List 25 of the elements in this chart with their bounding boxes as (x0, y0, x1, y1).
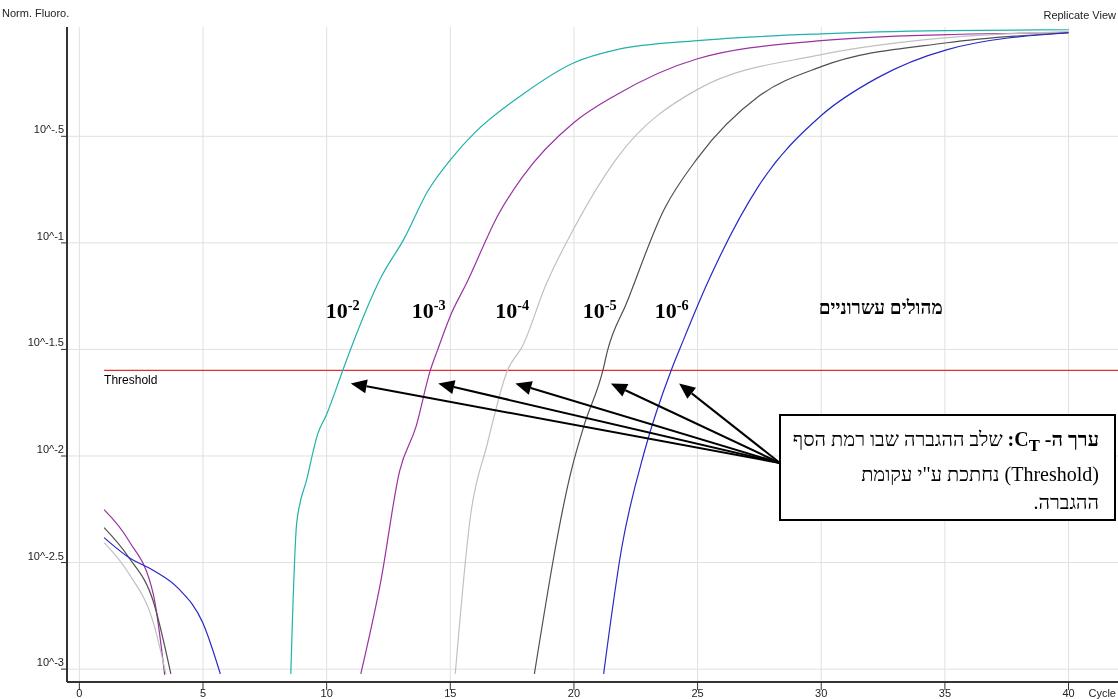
series-label: 10$^{-4}$ (495, 297, 530, 323)
x-tick-label: 20 (567, 687, 581, 699)
y-tick-label: 10^-1.5 (27, 336, 64, 349)
x-tick-label: 35 (938, 687, 952, 699)
x-tick-label: 40 (1062, 687, 1075, 699)
x-tick-label: 10 (320, 687, 333, 699)
x-tick-label: 5 (199, 687, 207, 699)
x-tick-label: 0 (76, 687, 83, 699)
y-tick-label: 10^-2.5 (27, 549, 64, 562)
y-axis-title: Norm. Fluoro. (2, 7, 70, 19)
series-label: 10$^{-3}$ (411, 297, 446, 323)
x-tick-label: 25 (691, 687, 704, 699)
series-label: 10$^{-2}$ (325, 297, 360, 323)
x-axis-title: Cycle (1088, 687, 1116, 699)
legend-title: מהולים עשרוניים (818, 297, 943, 318)
y-tick-label: 10^-2 (36, 442, 64, 455)
text: Replicate View (1043, 9, 1117, 21)
y-tick-label: 10^-1 (36, 229, 64, 242)
y-tick-label: 10^-.5 (33, 123, 64, 136)
ref-line-label: Threshold (104, 373, 158, 388)
y-tick-label: 10^-3 (36, 656, 64, 669)
x-tick-label: 15 (444, 687, 457, 699)
series-label: 10$^{-5}$ (582, 297, 617, 323)
x-tick-label: 30 (815, 687, 828, 699)
series-label: 10$^{-6}$ (654, 297, 689, 323)
